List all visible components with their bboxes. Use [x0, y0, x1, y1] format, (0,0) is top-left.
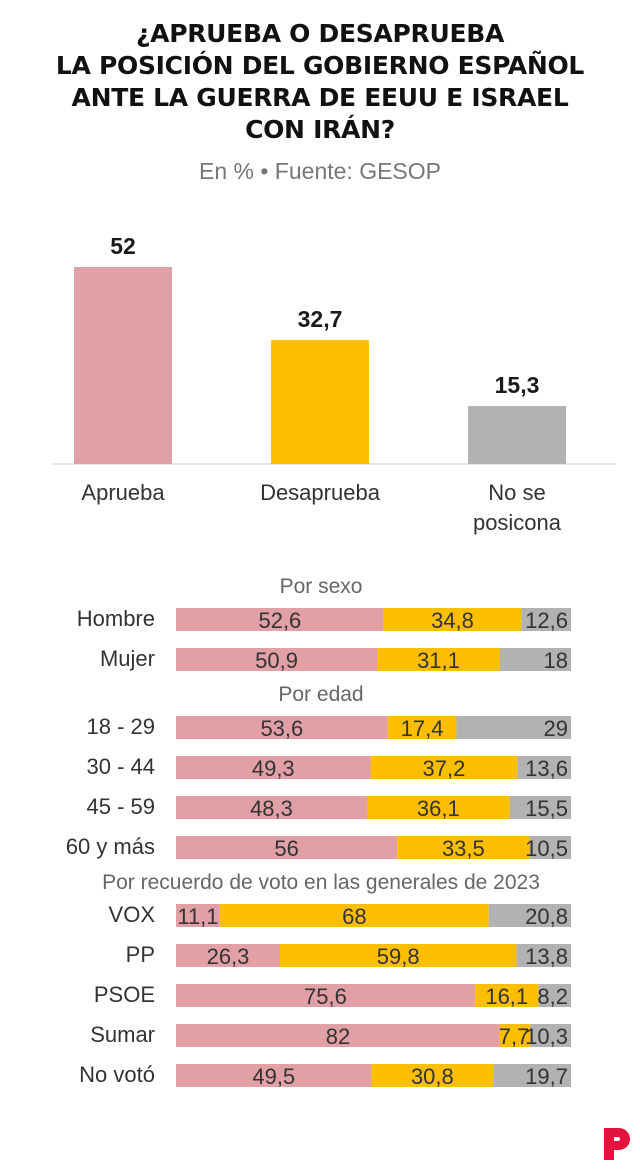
publisher-logo-icon — [604, 1128, 630, 1160]
row-label-2-2: PSOE — [94, 982, 155, 1007]
segment-value-label-2-0-2: 20,8 — [525, 904, 568, 929]
stacked-segment-2-1-1 — [279, 944, 517, 967]
stacked-segment-1-2-2 — [509, 796, 571, 819]
stacked-segment-2-1-0 — [176, 944, 280, 967]
segment-value-label-2-2-2: 8,2 — [537, 984, 568, 1009]
stacked-segment-1-3-0 — [176, 836, 398, 859]
row-label-1-2: 45 - 59 — [87, 794, 156, 819]
segment-value-label-2-0-1: 68 — [342, 904, 366, 929]
segment-value-label-1-2-1: 36,1 — [417, 796, 460, 821]
bar-0 — [74, 267, 172, 464]
stacked-segment-1-0-0 — [176, 716, 388, 739]
row-label-2-0: VOX — [109, 902, 156, 927]
stacked-segment-2-3-0 — [176, 1024, 500, 1047]
stacked-segment-2-2-2 — [538, 984, 571, 1007]
title-line-2: LA POSICIÓN DEL GOBIERNO ESPAÑOL — [55, 51, 585, 80]
segment-value-label-2-2-1: 16,1 — [485, 984, 528, 1009]
category-label-2-0: No se — [488, 480, 545, 505]
chart-subtitle: En % • Fuente: GESOP — [199, 158, 441, 184]
group-title-1: Por edad — [278, 683, 363, 706]
row-label-0-0: Hombre — [77, 606, 155, 631]
stacked-segment-1-0-2 — [456, 716, 571, 739]
bar-2 — [468, 406, 566, 464]
stacked-segment-1-0-1 — [387, 716, 457, 739]
row-label-2-4: No votó — [79, 1062, 155, 1087]
segment-value-label-1-3-2: 10,5 — [525, 836, 568, 861]
stacked-segment-0-0-2 — [521, 608, 571, 631]
group-title-0: Por sexo — [280, 575, 363, 598]
row-label-1-3: 60 y más — [66, 834, 155, 859]
segment-value-label-2-3-1: 7,7 — [499, 1024, 530, 1049]
title-line-1: ¿APRUEBA O DESAPRUEBA — [135, 19, 505, 48]
segment-value-label-1-0-1: 17,4 — [401, 716, 444, 741]
title-line-4: CON IRÁN? — [245, 115, 395, 144]
segment-value-label-1-1-1: 37,2 — [423, 756, 466, 781]
stacked-segment-2-1-2 — [516, 944, 571, 967]
segment-value-label-1-0-0: 53,6 — [260, 716, 303, 741]
stacked-segment-0-1-2 — [499, 648, 571, 671]
stacked-segment-2-4-0 — [176, 1064, 372, 1087]
row-label-1-1: 30 - 44 — [87, 754, 156, 779]
title-line-3: ANTE LA GUERRA DE EEUU E ISRAEL — [71, 83, 569, 112]
row-label-0-1: Mujer — [100, 646, 155, 671]
stacked-segment-2-3-1 — [499, 1024, 531, 1047]
segment-value-label-1-3-0: 56 — [274, 836, 298, 861]
stacked-segment-0-0-0 — [176, 608, 384, 631]
stacked-segment-1-2-0 — [176, 796, 367, 819]
segment-value-label-2-0-0: 11,1 — [177, 904, 218, 929]
segment-value-label-2-1-2: 13,8 — [525, 944, 568, 969]
stacked-segment-2-0-2 — [488, 904, 571, 927]
stacked-segment-1-1-1 — [370, 756, 518, 779]
bar-value-label-2: 15,3 — [495, 372, 540, 398]
stacked-segment-2-0-1 — [219, 904, 489, 927]
segment-value-label-0-1-0: 50,9 — [255, 648, 298, 673]
category-label-2-1: posicona — [473, 510, 562, 535]
segment-value-label-0-0-2: 12,6 — [525, 608, 568, 633]
category-label-1-0: Desaprueba — [260, 480, 381, 505]
segment-value-label-1-0-2: 29 — [544, 716, 568, 741]
segment-value-label-0-1-2: 18 — [544, 648, 568, 673]
segment-value-label-2-3-0: 82 — [326, 1024, 350, 1049]
segment-value-label-1-2-2: 15,5 — [525, 796, 568, 821]
segment-value-label-0-0-0: 52,6 — [258, 608, 301, 633]
stacked-segment-2-4-1 — [371, 1064, 494, 1087]
segment-value-label-2-1-0: 26,3 — [207, 944, 250, 969]
segment-value-label-2-1-1: 59,8 — [377, 944, 420, 969]
stacked-segment-1-2-1 — [366, 796, 510, 819]
stacked-segment-2-3-2 — [530, 1024, 571, 1047]
segment-value-label-0-1-1: 31,1 — [417, 648, 460, 673]
stacked-segment-2-2-0 — [176, 984, 475, 1007]
row-label-2-1: PP — [126, 942, 155, 967]
stacked-segment-1-1-2 — [517, 756, 571, 779]
segment-value-label-0-0-1: 34,8 — [431, 608, 474, 633]
group-title-2: Por recuerdo de voto en las generales de… — [102, 871, 540, 894]
stacked-segment-1-3-1 — [397, 836, 530, 859]
segment-value-label-2-2-0: 75,6 — [304, 984, 347, 1009]
segment-value-label-2-3-2: 10,3 — [525, 1024, 568, 1049]
stacked-segment-0-0-1 — [383, 608, 522, 631]
segment-value-label-2-4-0: 49,5 — [252, 1064, 295, 1089]
stacked-segment-0-1-0 — [176, 648, 378, 671]
segment-value-label-2-4-1: 30,8 — [411, 1064, 454, 1089]
stacked-segment-1-3-2 — [529, 836, 571, 859]
stacked-segment-1-1-0 — [176, 756, 371, 779]
chart-title: ¿APRUEBA O DESAPRUEBA LA POSICIÓN DEL GO… — [0, 18, 640, 146]
stacked-segment-2-0-0 — [176, 904, 220, 927]
segment-value-label-1-1-2: 13,6 — [525, 756, 568, 781]
row-label-1-0: 18 - 29 — [87, 714, 156, 739]
segment-value-label-1-1-0: 49,3 — [252, 756, 295, 781]
row-label-2-3: Sumar — [90, 1022, 155, 1047]
bar-value-label-0: 52 — [110, 233, 136, 259]
bar-1 — [271, 340, 369, 464]
segment-value-label-1-2-0: 48,3 — [250, 796, 293, 821]
stacked-segment-2-2-1 — [474, 984, 539, 1007]
category-label-0-0: Aprueba — [81, 480, 165, 505]
stacked-segment-2-4-2 — [493, 1064, 571, 1087]
segment-value-label-2-4-2: 19,7 — [525, 1064, 568, 1089]
stacked-segment-0-1-1 — [377, 648, 500, 671]
bar-value-label-1: 32,7 — [298, 306, 343, 332]
segment-value-label-1-3-1: 33,5 — [442, 836, 485, 861]
